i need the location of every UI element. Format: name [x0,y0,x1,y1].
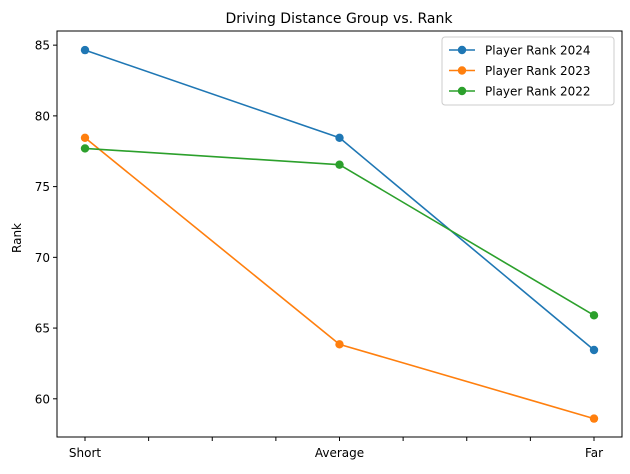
legend-entry-label: Player Rank 2024 [485,44,591,58]
series-point-2 [80,144,90,153]
y-tick-label: 60 [35,392,50,406]
series-line-1 [84,137,595,420]
y-tick-label: 70 [35,251,50,265]
legend-swatch-marker [457,86,467,96]
legend-entry-label: Player Rank 2022 [485,85,591,99]
series-line-2 [84,147,595,317]
legend-swatch-marker [457,66,467,75]
y-tick-label: 85 [35,39,50,53]
series-point-2 [335,160,344,169]
series-point-2 [589,311,599,320]
chart-title: Driving Distance Group vs. Rank [225,11,453,27]
series-point-0 [80,45,90,55]
legend-entry-label: Player Rank 2023 [485,64,591,78]
series-lines [80,45,599,423]
x-tick-label: Far [585,446,603,460]
legend-swatch-marker [457,45,467,55]
series-point-1 [335,340,344,349]
series-point-1 [80,133,90,143]
y-tick-label: 65 [35,322,50,336]
series-point-0 [589,345,599,355]
series-point-1 [589,414,599,423]
series-point-0 [335,133,344,143]
y-tick-label: 80 [35,109,50,123]
legend-frame [441,36,615,106]
y-tick-label: 75 [35,180,50,194]
axis-ticks: 60 65 70 75 80 85 Short Average Far [35,39,603,460]
x-tick-label: Short [69,446,101,460]
y-axis-label: Rank [10,223,24,253]
legend: Player Rank 2024 Player Rank 2023 Player R… [441,36,615,106]
x-tick-label: Average [315,446,364,460]
